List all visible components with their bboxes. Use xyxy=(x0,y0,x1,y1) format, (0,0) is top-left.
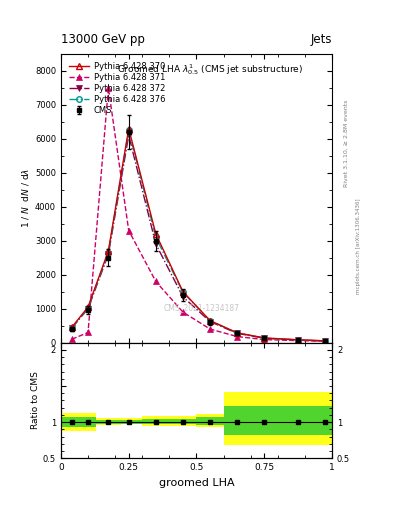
Pythia 6.428 370 xyxy=(153,231,158,237)
Pythia 6.428 370 xyxy=(262,335,266,341)
Pythia 6.428 372 xyxy=(208,318,212,325)
Pythia 6.428 376 xyxy=(296,337,301,343)
Pythia 6.428 370 xyxy=(181,289,185,295)
Pythia 6.428 370 xyxy=(323,338,328,344)
Pythia 6.428 372 xyxy=(181,294,185,300)
Pythia 6.428 371 xyxy=(296,337,301,344)
Pythia 6.428 371 xyxy=(70,336,74,343)
Pythia 6.428 370 xyxy=(70,324,74,330)
Text: Jets: Jets xyxy=(310,33,332,46)
Pythia 6.428 372 xyxy=(106,251,111,258)
Pythia 6.428 372 xyxy=(323,338,328,344)
Pythia 6.428 372 xyxy=(235,330,239,336)
Pythia 6.428 371 xyxy=(86,329,90,335)
Pythia 6.428 370 xyxy=(296,337,301,343)
Y-axis label: 1 / $N$  d$N$ / d$\lambda$: 1 / $N$ d$N$ / d$\lambda$ xyxy=(20,168,31,228)
Pythia 6.428 370 xyxy=(208,317,212,324)
Text: Rivet 3.1.10, ≥ 2.8M events: Rivet 3.1.10, ≥ 2.8M events xyxy=(344,100,349,187)
Pythia 6.428 372 xyxy=(70,325,74,331)
Pythia 6.428 376 xyxy=(262,335,266,341)
Pythia 6.428 376 xyxy=(208,317,212,324)
Pythia 6.428 372 xyxy=(86,306,90,312)
Pythia 6.428 376 xyxy=(153,234,158,240)
Legend: Pythia 6.428 370, Pythia 6.428 371, Pythia 6.428 372, Pythia 6.428 376, CMS: Pythia 6.428 370, Pythia 6.428 371, Pyth… xyxy=(67,60,167,117)
Pythia 6.428 372 xyxy=(153,241,158,247)
Pythia 6.428 371 xyxy=(126,227,131,233)
Line: Pythia 6.428 376: Pythia 6.428 376 xyxy=(69,127,328,344)
Text: mcplots.cern.ch [arXiv:1306.3436]: mcplots.cern.ch [arXiv:1306.3436] xyxy=(356,198,361,293)
Pythia 6.428 371 xyxy=(153,279,158,285)
Pythia 6.428 376 xyxy=(126,127,131,133)
Pythia 6.428 376 xyxy=(106,249,111,255)
Pythia 6.428 376 xyxy=(181,289,185,295)
Pythia 6.428 370 xyxy=(106,248,111,254)
Text: CMS_2021-1234187: CMS_2021-1234187 xyxy=(164,304,240,312)
Pythia 6.428 376 xyxy=(235,330,239,336)
Pythia 6.428 371 xyxy=(235,333,239,339)
Pythia 6.428 372 xyxy=(126,132,131,138)
Pythia 6.428 371 xyxy=(208,326,212,332)
Pythia 6.428 376 xyxy=(323,338,328,344)
Pythia 6.428 371 xyxy=(106,84,111,91)
Text: 13000 GeV pp: 13000 GeV pp xyxy=(61,33,145,46)
Pythia 6.428 371 xyxy=(323,338,328,344)
Pythia 6.428 372 xyxy=(296,337,301,343)
Y-axis label: Ratio to CMS: Ratio to CMS xyxy=(31,372,40,430)
Text: Groomed LHA $\lambda^{1}_{0.5}$ (CMS jet substructure): Groomed LHA $\lambda^{1}_{0.5}$ (CMS jet… xyxy=(117,62,303,77)
Pythia 6.428 376 xyxy=(70,325,74,331)
Pythia 6.428 376 xyxy=(86,305,90,311)
Pythia 6.428 370 xyxy=(86,304,90,310)
Pythia 6.428 371 xyxy=(181,309,185,315)
Line: Pythia 6.428 370: Pythia 6.428 370 xyxy=(68,125,329,344)
X-axis label: groomed LHA: groomed LHA xyxy=(159,478,234,487)
Line: Pythia 6.428 371: Pythia 6.428 371 xyxy=(68,84,329,345)
Pythia 6.428 370 xyxy=(126,125,131,132)
Pythia 6.428 370 xyxy=(235,330,239,336)
Pythia 6.428 372 xyxy=(262,335,266,342)
Line: Pythia 6.428 372: Pythia 6.428 372 xyxy=(68,132,329,345)
Pythia 6.428 371 xyxy=(262,336,266,343)
